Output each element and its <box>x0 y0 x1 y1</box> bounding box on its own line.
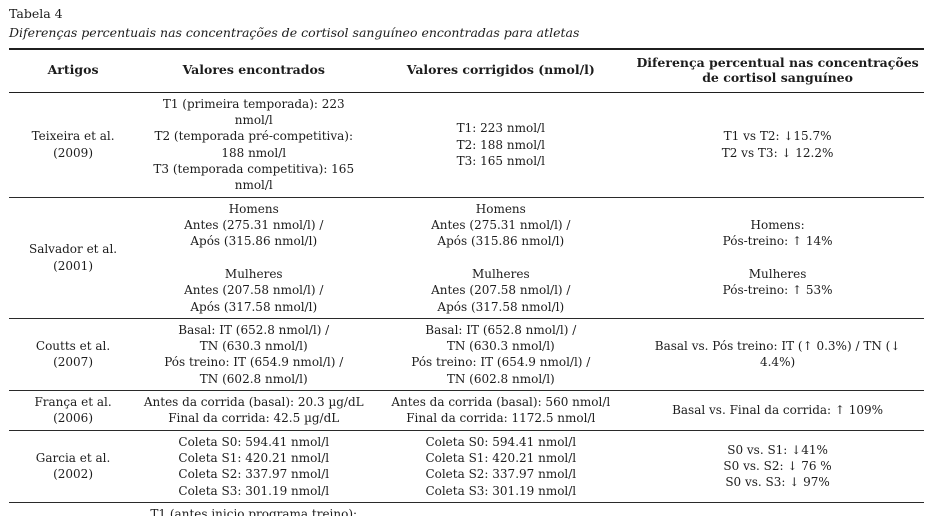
cell-artigo: Garcia et al. (2002) <box>35 451 111 482</box>
table-row-salvador: Salvador et al. (2001) Homens Antes (275… <box>9 198 924 319</box>
table-row-franca: França et al. (2006) Antes da corrida (b… <box>9 391 924 431</box>
table-caption-title: Diferenças percentuais nas concentrações… <box>9 25 580 41</box>
cell-valores-encontrados: Basal: IT (652.8 nmol/l) / TN (630.3 nmo… <box>164 322 344 386</box>
cell-valores-encontrados: T1 (primeira temporada): 223 nmol/l T2 (… <box>153 96 355 193</box>
table-caption-number: Tabela 4 <box>9 6 63 21</box>
table-row-coutts: Coutts et al. (2007) Basal: IT (652.8 nm… <box>9 319 924 392</box>
cell-diferenca: Homens: Pós-treino: ↑ 14% Mulheres Pós-t… <box>722 217 833 298</box>
column-header-valores-encontrados: Valores encontrados <box>182 62 325 78</box>
cell-artigo: Salvador et al. (2001) <box>28 242 118 273</box>
cell-artigo: Teixeira et al. (2009) <box>31 129 115 160</box>
cell-valores-corrigidos: Basal: IT (652.8 nmol/l) / TN (630.3 nmo… <box>411 322 591 386</box>
cell-diferenca: Basal vs. Final da corrida: ↑ 109% <box>672 403 884 418</box>
cell-diferenca: Basal vs. Pós treino: IT (↑ 0.3%) / TN (… <box>654 339 901 370</box>
cell-valores-encontrados: T1 (antes inicio programa treino): 442 n… <box>150 506 358 516</box>
cell-valores-corrigidos: Homens Antes (275.31 nmol/l) / Após (315… <box>431 201 571 314</box>
column-header-artigos: Artigos <box>47 62 99 78</box>
cell-artigo: França et al. (2006) <box>34 395 112 426</box>
cell-valores-encontrados: Antes da corrida (basal): 20.3 µg/dL Fin… <box>143 395 364 426</box>
cell-valores-encontrados: Coleta S0: 594.41 nmol/l Coleta S1: 420.… <box>178 434 330 498</box>
cell-diferenca: S0 vs. S1: ↓41% S0 vs. S2: ↓ 76 % S0 vs.… <box>723 442 832 490</box>
table-header-row: Artigos Valores encontrados Valores corr… <box>9 50 924 93</box>
cell-valores-corrigidos: Antes da corrida (basal): 560 nmol/l Fin… <box>391 395 611 426</box>
table-row-silva: Silva et al. (2011) T1 (antes inicio pro… <box>9 503 924 516</box>
cell-valores-encontrados: Homens Antes (275.31 nmol/l) / Após (315… <box>184 201 324 314</box>
column-header-valores-corrigidos: Valores corrigidos (nmol/l) <box>406 62 595 78</box>
cell-valores-corrigidos: Coleta S0: 594.41 nmol/l Coleta S1: 420.… <box>425 434 577 498</box>
cell-diferenca: T1 vs T2: ↓15.7% T2 vs T3: ↓ 12.2% <box>721 129 834 160</box>
cell-artigo: Coutts et al. (2007) <box>35 339 111 370</box>
column-header-diferenca-percentual: Diferença percentual nas concentrações d… <box>636 54 919 86</box>
table-row-teixeira: Teixeira et al. (2009) T1 (primeira temp… <box>9 93 924 198</box>
data-table: Artigos Valores encontrados Valores corr… <box>9 47 924 516</box>
cell-valores-corrigidos: T1: 223 nmol/l T2: 188 nmol/l T3: 165 nm… <box>456 121 545 168</box>
table-row-garcia: Garcia et al. (2002) Coleta S0: 594.41 n… <box>9 431 924 503</box>
